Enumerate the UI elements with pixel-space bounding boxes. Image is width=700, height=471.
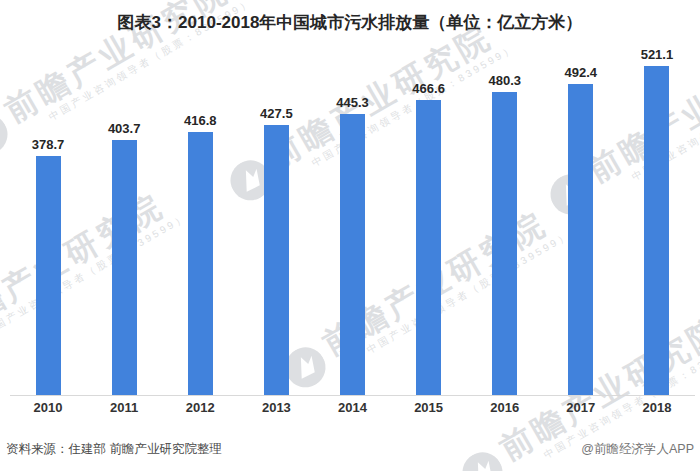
- x-axis-tick-label: 2016: [467, 400, 543, 415]
- bar-column: 466.6: [391, 81, 467, 395]
- bar-column: 445.3: [314, 95, 390, 395]
- x-axis-labels: 201020112012201320142015201620172018: [10, 400, 695, 415]
- bar-value-label: 378.7: [32, 137, 65, 153]
- x-axis-tick-label: 2010: [10, 400, 86, 415]
- x-axis-tick-label: 2015: [391, 400, 467, 415]
- bar: [264, 125, 289, 395]
- x-axis-tick-label: 2011: [86, 400, 162, 415]
- bar-column: 521.1: [619, 47, 695, 395]
- bar: [112, 140, 137, 395]
- bar-value-label: 480.3: [488, 73, 521, 89]
- bar: [416, 100, 441, 395]
- x-axis-tick-label: 2017: [543, 400, 619, 415]
- app-credit-note: @前瞻经济学人APP: [581, 441, 694, 458]
- chart-title: 图表3：2010-2018年中国城市污水排放量（单位：亿立方米）: [0, 11, 700, 34]
- bar-column: 427.5: [238, 106, 314, 395]
- plot-area: 378.7 403.7 416.8 427.5 445.3 466.6 480.3 492.4…: [10, 44, 695, 396]
- bar: [492, 92, 517, 395]
- data-source-note: 资料来源：住建部 前瞻产业研究院整理: [6, 441, 222, 458]
- footer: 资料来源：住建部 前瞻产业研究院整理 @前瞻经济学人APP: [0, 441, 700, 458]
- bar-value-label: 492.4: [565, 65, 598, 81]
- bar-value-label: 427.5: [260, 106, 293, 122]
- bar: [188, 132, 213, 395]
- bar-value-label: 445.3: [336, 95, 369, 111]
- x-axis-tick-label: 2014: [314, 400, 390, 415]
- bar-value-label: 416.8: [184, 113, 217, 129]
- bar-value-label: 521.1: [641, 47, 674, 63]
- bar-column: 416.8: [162, 113, 238, 395]
- bar-value-label: 466.6: [412, 81, 445, 97]
- bar: [36, 156, 61, 395]
- bar-value-label: 403.7: [108, 121, 141, 137]
- bar-column: 480.3: [467, 73, 543, 395]
- bar-column: 378.7: [10, 137, 86, 395]
- bar: [644, 66, 669, 395]
- bar: [568, 84, 593, 395]
- x-axis-tick-label: 2013: [238, 400, 314, 415]
- x-axis-tick-label: 2012: [162, 400, 238, 415]
- bar-column: 403.7: [86, 121, 162, 395]
- bar: [340, 114, 365, 395]
- x-axis-tick-label: 2018: [619, 400, 695, 415]
- bar-column: 492.4: [543, 65, 619, 395]
